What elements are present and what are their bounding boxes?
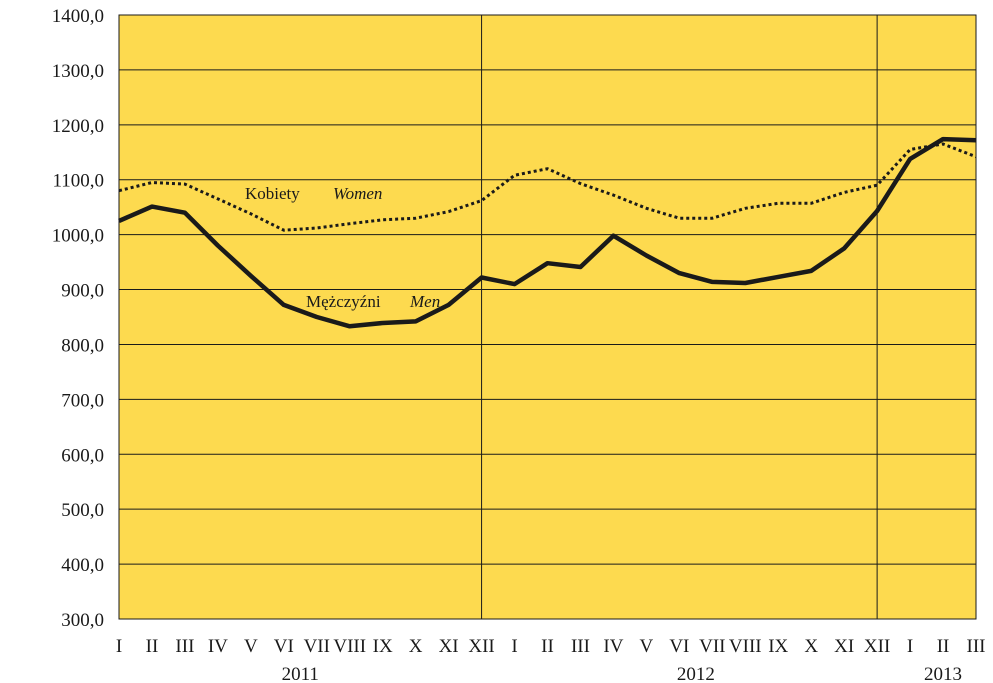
x-tick-label: II xyxy=(541,636,554,657)
series-labels: Kobiety Women Mężczyźni Men xyxy=(245,184,440,311)
y-tick-label: 800,0 xyxy=(61,335,104,356)
y-tick-label: 1300,0 xyxy=(52,61,104,82)
x-tick-label: I xyxy=(511,636,517,657)
x-tick-label: IX xyxy=(373,636,393,657)
year-label: 2012 xyxy=(677,664,715,683)
x-tick-label: IV xyxy=(208,636,228,657)
x-tick-label: VI xyxy=(669,636,689,657)
x-tick-label: II xyxy=(146,636,159,657)
y-tick-label: 700,0 xyxy=(61,390,104,411)
x-axis: I II III IV V VI VII VIII IX X XI XII I II III IV V VI VII… xyxy=(116,636,986,657)
x-tick-label: III xyxy=(175,636,194,657)
x-tick-label: IX xyxy=(768,636,788,657)
plot-area xyxy=(119,15,976,619)
x-tick-label: VII xyxy=(304,636,330,657)
x-tick-label: IV xyxy=(603,636,623,657)
series-lines xyxy=(118,136,977,329)
x-tick-label: XI xyxy=(439,636,459,657)
year-labels: 2011 2012 2013 xyxy=(282,664,962,683)
series-line-men xyxy=(118,136,977,329)
gridlines xyxy=(119,69,976,565)
x-tick-label: I xyxy=(907,636,913,657)
x-tick-label: III xyxy=(967,636,986,657)
x-tick-label: V xyxy=(244,636,258,657)
series-label-women-en: Women xyxy=(333,184,382,203)
year-label: 2013 xyxy=(924,664,962,683)
series-line-women xyxy=(118,142,977,232)
year-label: 2011 xyxy=(282,664,319,683)
y-tick-label: 900,0 xyxy=(61,281,104,302)
x-tick-label: VIII xyxy=(729,636,762,657)
x-tick-label: XI xyxy=(834,636,854,657)
x-tick-label: I xyxy=(116,636,122,657)
x-tick-label: VII xyxy=(699,636,725,657)
series-label-women: Kobiety xyxy=(245,184,300,203)
y-tick-label: 400,0 xyxy=(61,555,104,576)
y-tick-label: 300,0 xyxy=(61,610,104,631)
x-tick-label: III xyxy=(571,636,590,657)
y-tick-label: 500,0 xyxy=(61,500,104,521)
y-tick-label: 1100,0 xyxy=(52,171,104,192)
x-tick-label: VI xyxy=(274,636,294,657)
x-tick-label: XII xyxy=(468,636,494,657)
y-tick-label: 1400,0 xyxy=(52,6,104,27)
series-label-men: Mężczyźni xyxy=(306,292,381,311)
x-tick-label: XII xyxy=(864,636,890,657)
y-tick-label: 1000,0 xyxy=(52,226,104,247)
x-tick-label: VIII xyxy=(333,636,366,657)
y-tick-label: 600,0 xyxy=(61,445,104,466)
x-tick-label: II xyxy=(937,636,950,657)
plot-frame xyxy=(118,14,977,620)
y-axis: 300,0 400,0 500,0 600,0 700,0 800,0 900,0 1000,… xyxy=(52,6,104,631)
y-tick-label: 1200,0 xyxy=(52,116,104,137)
year-dividers xyxy=(481,15,878,619)
series-label-men-en: Men xyxy=(409,292,440,311)
x-tick-label: X xyxy=(409,636,423,657)
x-tick-label: V xyxy=(640,636,654,657)
x-tick-label: X xyxy=(804,636,818,657)
